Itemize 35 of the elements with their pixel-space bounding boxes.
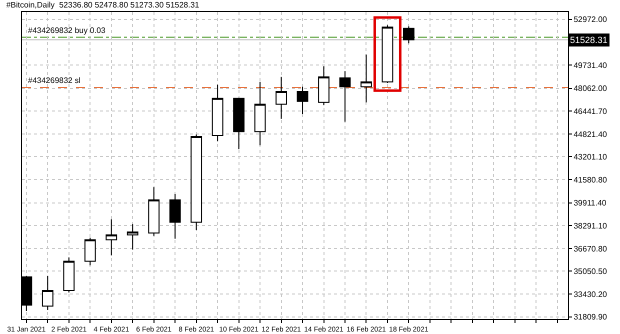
candlestick [233,97,245,150]
ref-line-label: #434269832 sl [28,76,81,85]
candlestick [169,193,181,240]
y-tick-label: 46441.70 [574,106,608,116]
y-tick-label: 39911.40 [574,198,607,208]
chart-title: #Bitcoin,Daily 52336.80 52478.80 51273.30 51528.31 [6,0,200,10]
y-tick-label: 49731.40 [574,60,608,70]
y-tick-label: 44821.40 [574,130,608,139]
candlestick [190,134,202,231]
candlestick [126,224,138,250]
candlestick [382,24,394,84]
candlestick [276,76,287,120]
candlestick [63,256,75,293]
candlestick [318,66,330,106]
y-tick-label: 38291.10 [574,221,608,230]
y-tick-label: 52972.00 [574,15,608,24]
ref-line-label: #434269832 buy 0.03 [28,26,106,35]
candlestick [254,81,266,146]
candlestick [212,84,224,142]
y-tick-label: 41580.80 [574,175,608,184]
y-tick-label: 31809.90 [574,312,608,322]
candlestick [339,70,351,122]
y-tick-label: 48062.00 [574,84,608,94]
y-tick-label: 35050.50 [574,267,608,276]
candlestick [106,218,118,256]
candlestick [42,275,54,311]
candlestick [84,237,96,266]
y-tick-label: 43201.10 [574,152,608,162]
y-tick-label: 36670.80 [574,244,608,254]
candlestick [403,26,414,44]
candlestick [296,86,308,115]
candlestick [148,186,160,236]
ref-line-label: 51528.31 [570,35,608,45]
candlestick [360,54,372,103]
y-tick-label: 33430.20 [574,290,608,299]
